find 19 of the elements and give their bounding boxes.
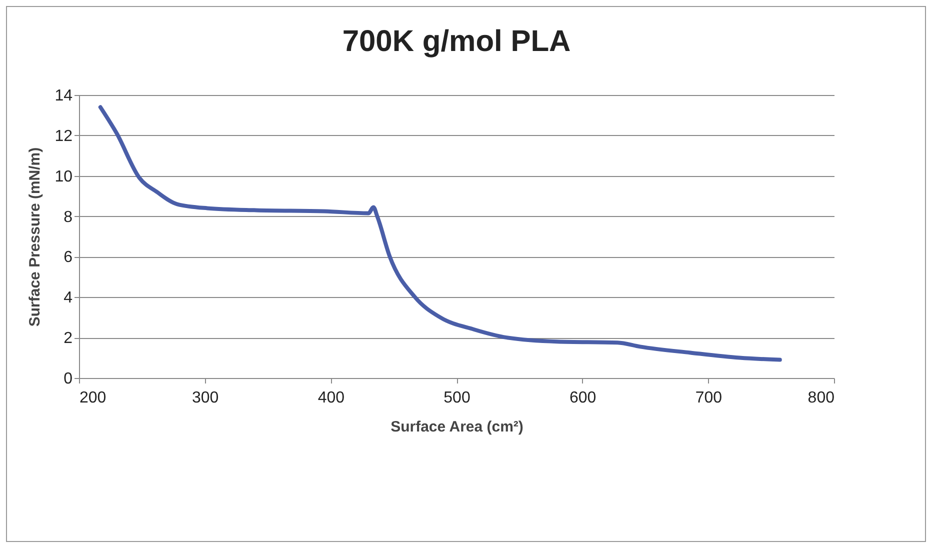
y-tick-label: 10 bbox=[54, 168, 73, 186]
y-tick-label: 8 bbox=[64, 208, 73, 226]
y-tick-label: 12 bbox=[54, 128, 73, 145]
x-tick-label: 700 bbox=[695, 390, 722, 406]
line-series bbox=[98, 105, 782, 362]
x-tick-label: 600 bbox=[569, 390, 596, 406]
chart-title: 700K g/mol PLA bbox=[342, 25, 571, 58]
x-tick-label: 200 bbox=[80, 390, 106, 406]
y-tick-label: 14 bbox=[54, 88, 73, 104]
x-axis-title: Surface Area (cm²) bbox=[390, 418, 524, 436]
y-tick-label: 6 bbox=[64, 249, 73, 266]
y-tick-label: 4 bbox=[64, 290, 73, 307]
y-tick-label: 2 bbox=[64, 330, 73, 348]
x-tick-label: 500 bbox=[444, 390, 470, 406]
y-axis-title: Surface Pressure (mN/m) bbox=[26, 147, 44, 327]
x-tick-label: 800 bbox=[808, 390, 835, 406]
x-tick-label: 300 bbox=[192, 390, 219, 406]
y-tick-label: 0 bbox=[64, 370, 73, 388]
x-tick-label: 400 bbox=[318, 390, 345, 406]
